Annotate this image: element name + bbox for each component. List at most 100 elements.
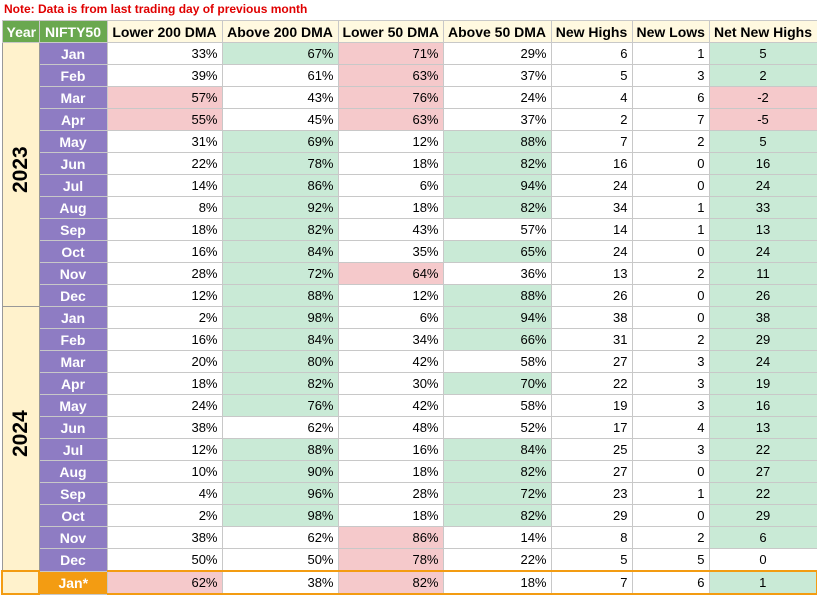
year-cell: [1, 570, 40, 595]
value-cell: 62%: [106, 570, 223, 595]
value-cell: 16: [708, 152, 817, 175]
value-cell: 1: [631, 218, 710, 241]
month-cell: Feb: [38, 64, 108, 87]
month-cell: Dec: [38, 284, 108, 307]
month-cell: Aug: [38, 196, 108, 219]
value-cell: 98%: [221, 306, 339, 329]
value-cell: 58%: [442, 394, 552, 417]
value-cell: 57%: [106, 86, 223, 109]
value-cell: 26: [708, 284, 817, 307]
value-cell: 92%: [221, 196, 339, 219]
value-cell: 5: [550, 64, 633, 87]
table-row: Jun 22% 78% 18% 82% 16 0 16: [2, 152, 817, 175]
table-row: Mar 57% 43% 76% 24% 4 6 -2: [2, 86, 817, 109]
month-cell: May: [38, 394, 108, 417]
value-cell: 18%: [106, 218, 223, 241]
value-cell: 16%: [106, 240, 223, 263]
value-cell: 38: [550, 306, 633, 329]
column-header: Net New Highs: [708, 20, 817, 43]
value-cell: 6: [708, 526, 817, 549]
value-cell: 18%: [442, 570, 552, 595]
value-cell: 58%: [442, 350, 552, 373]
value-cell: 27: [708, 460, 817, 483]
value-cell: 43%: [221, 86, 339, 109]
value-cell: 78%: [337, 548, 444, 572]
value-cell: 38%: [106, 416, 223, 439]
value-cell: 16: [550, 152, 633, 175]
value-cell: 1: [631, 196, 710, 219]
value-cell: 3: [631, 350, 710, 373]
table-row: 2024 Jan 2% 98% 6% 94% 38 0 38: [1, 306, 817, 572]
value-cell: 5: [631, 548, 710, 572]
value-cell: 6%: [337, 174, 444, 197]
value-cell: 25: [550, 438, 633, 461]
value-cell: 4%: [106, 482, 223, 505]
value-cell: 16%: [106, 328, 223, 351]
table-row: Oct 16% 84% 35% 65% 24 0 24: [2, 240, 817, 263]
value-cell: 88%: [442, 130, 552, 153]
table-row: Apr 18% 82% 30% 70% 22 3 19: [2, 372, 817, 395]
value-cell: 19: [550, 394, 633, 417]
column-header: Lower 50 DMA: [337, 20, 444, 43]
value-cell: 29: [550, 504, 633, 527]
year-label: 2024: [8, 409, 32, 457]
value-cell: 0: [631, 504, 710, 527]
value-cell: 18%: [337, 196, 444, 219]
value-cell: 62%: [221, 416, 339, 439]
value-cell: 16: [708, 394, 817, 417]
value-cell: 23: [550, 482, 633, 505]
table-row: Jul 12% 88% 16% 84% 25 3 22: [2, 438, 817, 461]
month-cell: Sep: [38, 482, 108, 505]
year-label: 2023: [8, 145, 32, 193]
value-cell: 3: [631, 394, 710, 417]
value-cell: 18%: [337, 460, 444, 483]
value-cell: 22: [708, 438, 817, 461]
value-cell: 78%: [221, 152, 339, 175]
value-cell: 88%: [221, 438, 339, 461]
value-cell: 27: [550, 460, 633, 483]
value-cell: 3: [631, 64, 710, 87]
value-cell: 2%: [106, 504, 223, 527]
value-cell: 18%: [106, 372, 223, 395]
value-cell: 12%: [337, 130, 444, 153]
value-cell: 24: [550, 240, 633, 263]
value-cell: 94%: [442, 174, 552, 197]
month-cell: Jan: [38, 42, 108, 65]
value-cell: 24%: [106, 394, 223, 417]
value-cell: 31%: [106, 130, 223, 153]
value-cell: 31: [550, 328, 633, 351]
value-cell: 7: [631, 108, 710, 131]
value-cell: 88%: [442, 284, 552, 307]
value-cell: 98%: [221, 504, 339, 527]
value-cell: 66%: [442, 328, 552, 351]
value-cell: 38%: [106, 526, 223, 549]
value-cell: 86%: [337, 526, 444, 549]
value-cell: 69%: [221, 130, 339, 153]
value-cell: 42%: [337, 394, 444, 417]
value-cell: 86%: [221, 174, 339, 197]
month-cell: May: [38, 130, 108, 153]
value-cell: 8%: [106, 196, 223, 219]
table-row: Feb 39% 61% 63% 37% 5 3 2: [2, 64, 817, 87]
column-header: Above 50 DMA: [442, 20, 552, 43]
value-cell: 0: [631, 152, 710, 175]
value-cell: 24%: [442, 86, 552, 109]
value-cell: 62%: [221, 526, 339, 549]
value-cell: 22%: [442, 548, 552, 572]
table-row: Sep 18% 82% 43% 57% 14 1 13: [2, 218, 817, 241]
value-cell: 11: [708, 262, 817, 285]
table-row: May 31% 69% 12% 88% 7 2 5: [2, 130, 817, 153]
value-cell: 70%: [442, 372, 552, 395]
value-cell: 82%: [442, 196, 552, 219]
value-cell: 84%: [221, 328, 339, 351]
value-cell: 24: [708, 350, 817, 373]
value-cell: 26: [550, 284, 633, 307]
value-cell: 76%: [221, 394, 339, 417]
value-cell: 37%: [442, 64, 552, 87]
value-cell: 2: [631, 526, 710, 549]
value-cell: 2: [631, 262, 710, 285]
value-cell: 5: [708, 42, 817, 65]
table-row: Sep 4% 96% 28% 72% 23 1 22: [2, 482, 817, 505]
table-row: Nov 28% 72% 64% 36% 13 2 11: [2, 262, 817, 285]
value-cell: 18%: [337, 504, 444, 527]
